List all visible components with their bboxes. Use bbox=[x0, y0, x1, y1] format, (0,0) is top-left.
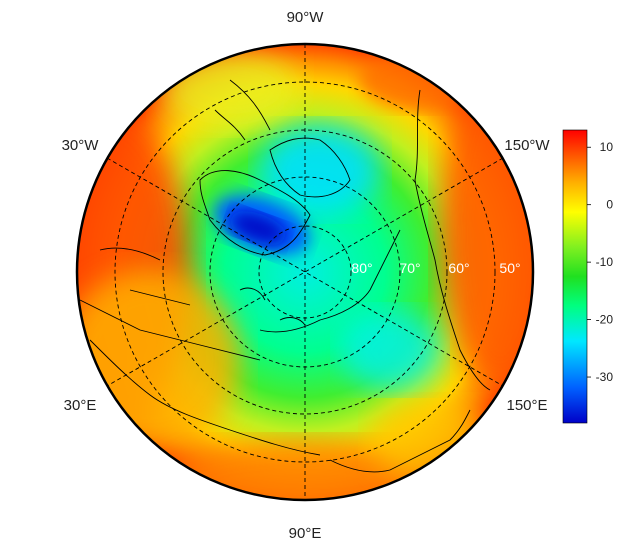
temperature-field bbox=[77, 44, 533, 500]
lon-label-lower-left: 30°E bbox=[64, 397, 97, 414]
colorbar-tick-label: 0 bbox=[606, 198, 613, 212]
graticule bbox=[106, 44, 504, 500]
lon-label-upper-right: 150°W bbox=[504, 137, 550, 154]
lat-label-50: 50° bbox=[499, 260, 520, 276]
lon-label-upper-left: 30°W bbox=[62, 137, 100, 154]
meridian-30w-150e bbox=[106, 157, 504, 387]
coastlines bbox=[79, 79, 491, 473]
colorbar-gradient bbox=[562, 129, 588, 424]
map-border bbox=[75, 42, 535, 502]
colorbar-tick-label: -20 bbox=[596, 313, 614, 327]
lon-label-bottom: 90°E bbox=[289, 525, 322, 542]
lat-label-80: 80° bbox=[351, 260, 372, 276]
lat-label-60: 60° bbox=[448, 260, 469, 276]
lon-label-top: 90°W bbox=[287, 9, 325, 26]
colorbar-tick-label: 10 bbox=[600, 140, 614, 154]
latitude-circle-50 bbox=[114, 81, 496, 463]
meridian-150w-30e bbox=[106, 157, 504, 387]
lon-label-lower-right: 150°E bbox=[506, 397, 547, 414]
colorbar-tick-label: -10 bbox=[596, 255, 614, 269]
colorbar-tick-label: -30 bbox=[596, 370, 614, 384]
colorbar: 10 0 -10 -20 -30 bbox=[562, 129, 614, 424]
lat-label-70: 70° bbox=[399, 260, 420, 276]
